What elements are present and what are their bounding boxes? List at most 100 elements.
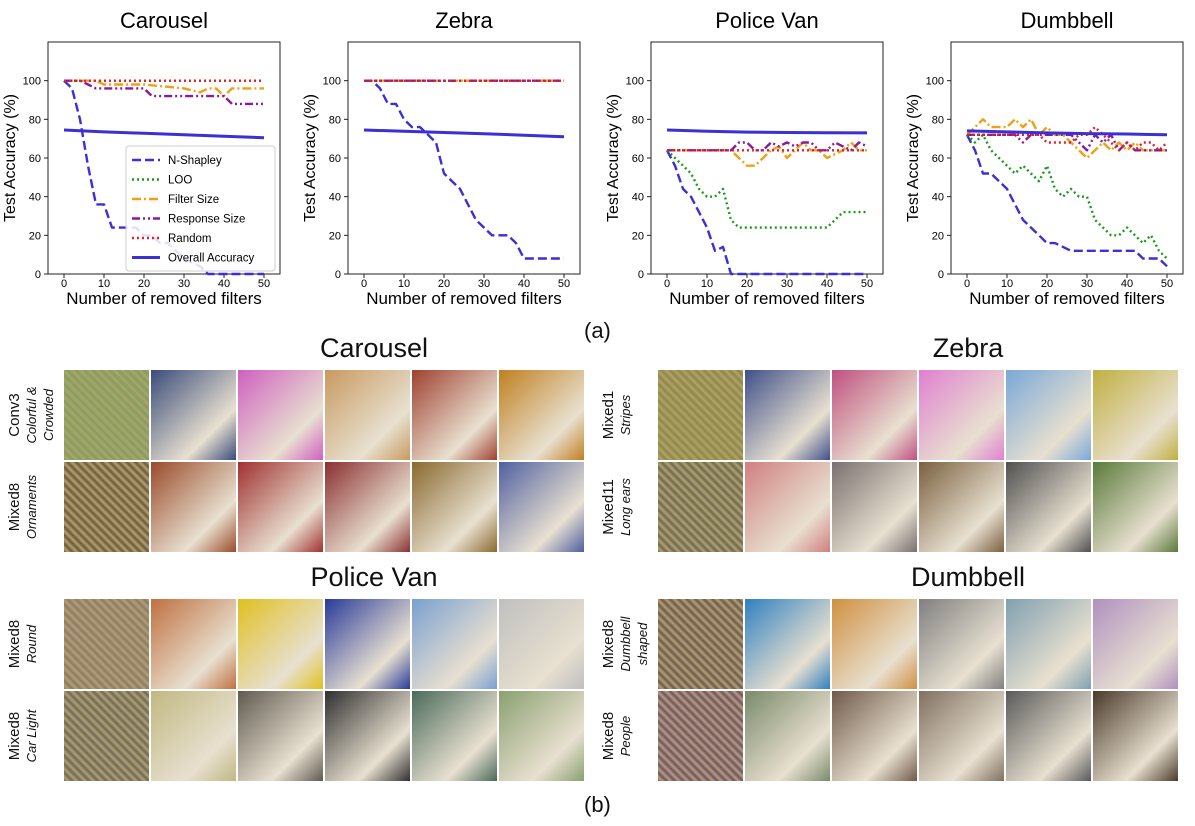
plot-frame	[650, 41, 884, 275]
series-line-response-size	[64, 79, 264, 106]
group-title-dumbbell: Dumbbell	[910, 562, 1026, 592]
x-tick-label: 0	[964, 278, 970, 290]
layer-name: Mixed8	[6, 711, 23, 761]
concept-label: Conv3 Colorful & Crowded	[6, 370, 66, 460]
example-image	[325, 691, 410, 781]
y-tick-label: 40	[29, 192, 41, 204]
x-tick-label: 20	[741, 278, 753, 290]
example-image	[832, 599, 917, 689]
chart-police-van: Police Van 0 10 20 30 40 50 0 20 40 60 80 100 Number …	[605, 8, 884, 308]
example-image	[1006, 462, 1091, 552]
concept-visualization-image	[658, 691, 743, 781]
series-line-overall-accuracy	[63, 128, 265, 140]
concept-name: People	[618, 715, 633, 757]
example-image	[745, 691, 830, 781]
concept-name: Round	[24, 624, 39, 664]
concept-name: Stripes	[618, 394, 633, 436]
example-image	[1093, 462, 1178, 552]
x-axis-label: Number of removed filters	[66, 289, 262, 308]
legend-label: LOO	[168, 175, 192, 187]
concept-visualization-image	[64, 462, 149, 552]
y-tick-label: 0	[335, 269, 341, 281]
x-tick-label: 50	[558, 278, 570, 290]
layer-name: Mixed8	[6, 482, 23, 532]
series-line-loo	[666, 149, 867, 229]
legend-label: N-Shapley	[168, 155, 222, 167]
concept-label: Mixed8 Car Light	[6, 691, 66, 781]
x-tick-label: 0	[664, 278, 670, 290]
image-row	[658, 691, 1178, 781]
concept-visualization-image	[64, 370, 149, 460]
image-row	[64, 462, 584, 552]
image-row	[658, 462, 1178, 552]
example-image	[499, 462, 584, 552]
example-image	[412, 691, 497, 781]
x-tick-label: 30	[178, 278, 190, 290]
example-image	[919, 599, 1004, 689]
chart-carousel: Carousel 0 10 20 30 40 50 0 20 40 60 80 100 Number of…	[2, 8, 281, 308]
series-line-response-size	[667, 141, 868, 152]
example-image	[832, 462, 917, 552]
y-axis-label: Test Accuracy (%)	[905, 94, 922, 222]
y-tick-label: 0	[938, 269, 944, 281]
panel-label-a: (a)	[584, 318, 611, 343]
chart-dumbbell: Dumbbell 0 10 20 30 40 50 0 20 40 60 80 100 Number of…	[905, 8, 1184, 308]
legend-label: Random	[168, 233, 211, 245]
y-tick-label: 0	[35, 269, 41, 281]
plot-frame	[347, 41, 581, 275]
x-tick-label: 0	[361, 278, 367, 290]
example-image	[919, 370, 1004, 460]
x-tick-label: 20	[1041, 278, 1053, 290]
example-image	[1006, 370, 1091, 460]
x-tick-label: 40	[518, 278, 530, 290]
chart-title: Carousel	[120, 8, 208, 33]
x-tick-label: 50	[861, 278, 873, 290]
legend-label: Filter Size	[168, 194, 219, 206]
example-image	[238, 691, 323, 781]
example-image	[1006, 599, 1091, 689]
example-image	[238, 462, 323, 552]
concept-label: Mixed11 Long ears	[600, 462, 660, 552]
image-row	[64, 599, 584, 689]
example-image	[238, 599, 323, 689]
x-tick-label: 30	[478, 278, 490, 290]
x-tick-label: 40	[821, 278, 833, 290]
y-tick-label: 20	[329, 230, 341, 242]
x-tick-label: 40	[218, 278, 230, 290]
y-tick-label: 100	[926, 76, 944, 88]
x-tick-label: 50	[1161, 278, 1173, 290]
concept-name: Ornaments	[24, 474, 39, 540]
series-line-filter-size	[966, 118, 1167, 160]
image-row	[64, 370, 584, 460]
y-tick-label: 100	[23, 76, 41, 88]
x-tick-label: 50	[258, 278, 270, 290]
x-axis-label: Number of removed filters	[669, 289, 865, 308]
series-line-n-shapley	[665, 149, 867, 276]
layer-name: Mixed8	[6, 619, 23, 669]
example-image	[832, 370, 917, 460]
y-axis-label: Test Accuracy (%)	[605, 94, 622, 222]
concept-label: Mixed8 Dumbbell shaped	[600, 599, 660, 689]
y-tick-label: 60	[932, 153, 944, 165]
example-image	[325, 462, 410, 552]
concept-label: Mixed1 Stripes	[600, 370, 660, 460]
x-tick-label: 10	[701, 278, 713, 290]
x-tick-label: 0	[61, 278, 67, 290]
series-line-n-shapley	[63, 79, 264, 276]
example-image	[1093, 370, 1178, 460]
x-tick-label: 10	[398, 278, 410, 290]
x-tick-label: 10	[1001, 278, 1013, 290]
image-row	[64, 691, 584, 781]
example-image	[325, 370, 410, 460]
concept-visualization-image	[64, 691, 149, 781]
example-image	[745, 599, 830, 689]
example-image	[412, 462, 497, 552]
concept-visualization-image	[658, 599, 743, 689]
plot-frame	[950, 41, 1184, 275]
example-image	[919, 691, 1004, 781]
x-tick-label: 30	[781, 278, 793, 290]
y-tick-label: 80	[932, 114, 944, 126]
example-image	[151, 462, 236, 552]
y-tick-label: 0	[638, 269, 644, 281]
x-tick-label: 40	[1121, 278, 1133, 290]
